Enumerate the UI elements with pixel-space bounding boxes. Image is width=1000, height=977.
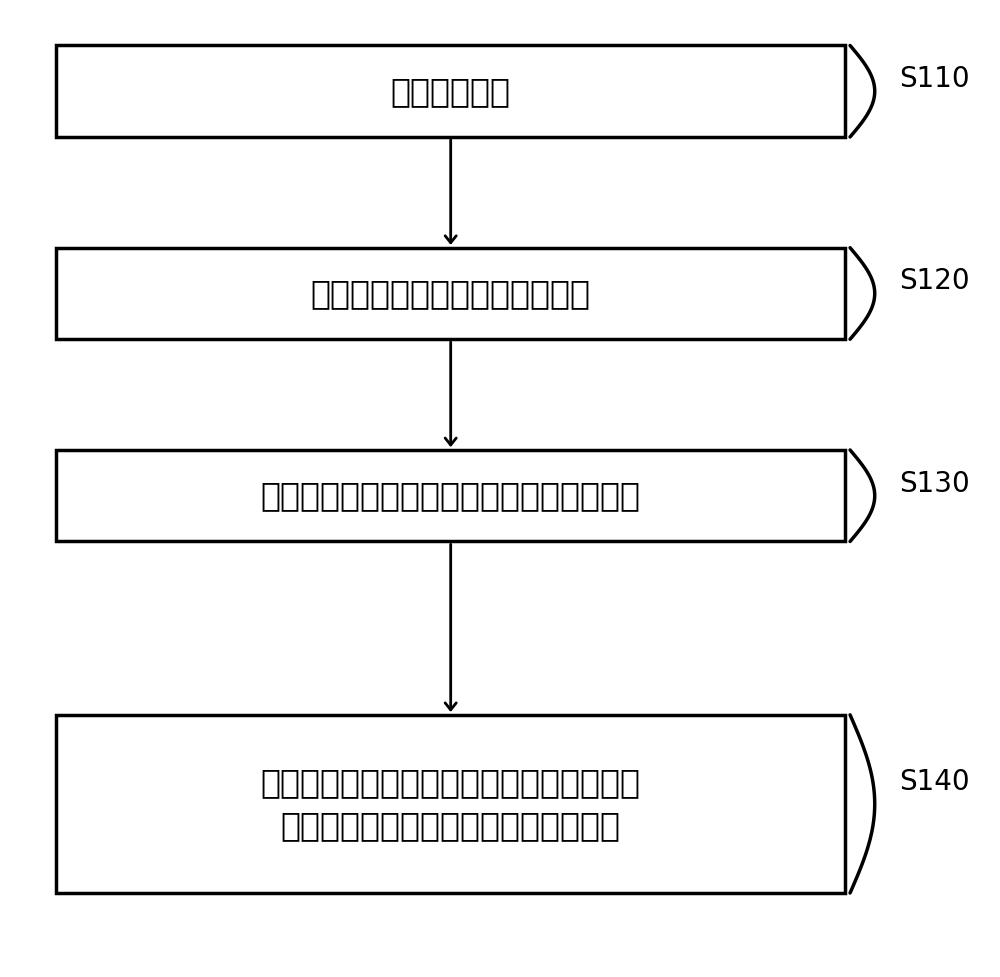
Text: S140: S140 xyxy=(899,768,970,796)
Bar xyxy=(56,450,845,541)
Bar xyxy=(56,248,845,339)
Text: 将待生成的个数的随机数划分为多个子集合: 将待生成的个数的随机数划分为多个子集合 xyxy=(261,480,641,512)
Text: S120: S120 xyxy=(899,268,970,295)
Bar xyxy=(56,715,845,893)
Text: 确定多个子集合中每个子集合中的一个或两
个随机数，从而得到所述个数的随机数: 确定多个子集合中每个子集合中的一个或两 个随机数，从而得到所述个数的随机数 xyxy=(261,766,641,842)
Bar xyxy=(56,46,845,137)
Text: 根据总和以及个数，确定平均数: 根据总和以及个数，确定平均数 xyxy=(311,276,591,310)
Text: S110: S110 xyxy=(899,65,970,93)
Text: S130: S130 xyxy=(899,470,970,497)
Text: 接收第一请求: 接收第一请求 xyxy=(391,74,511,107)
